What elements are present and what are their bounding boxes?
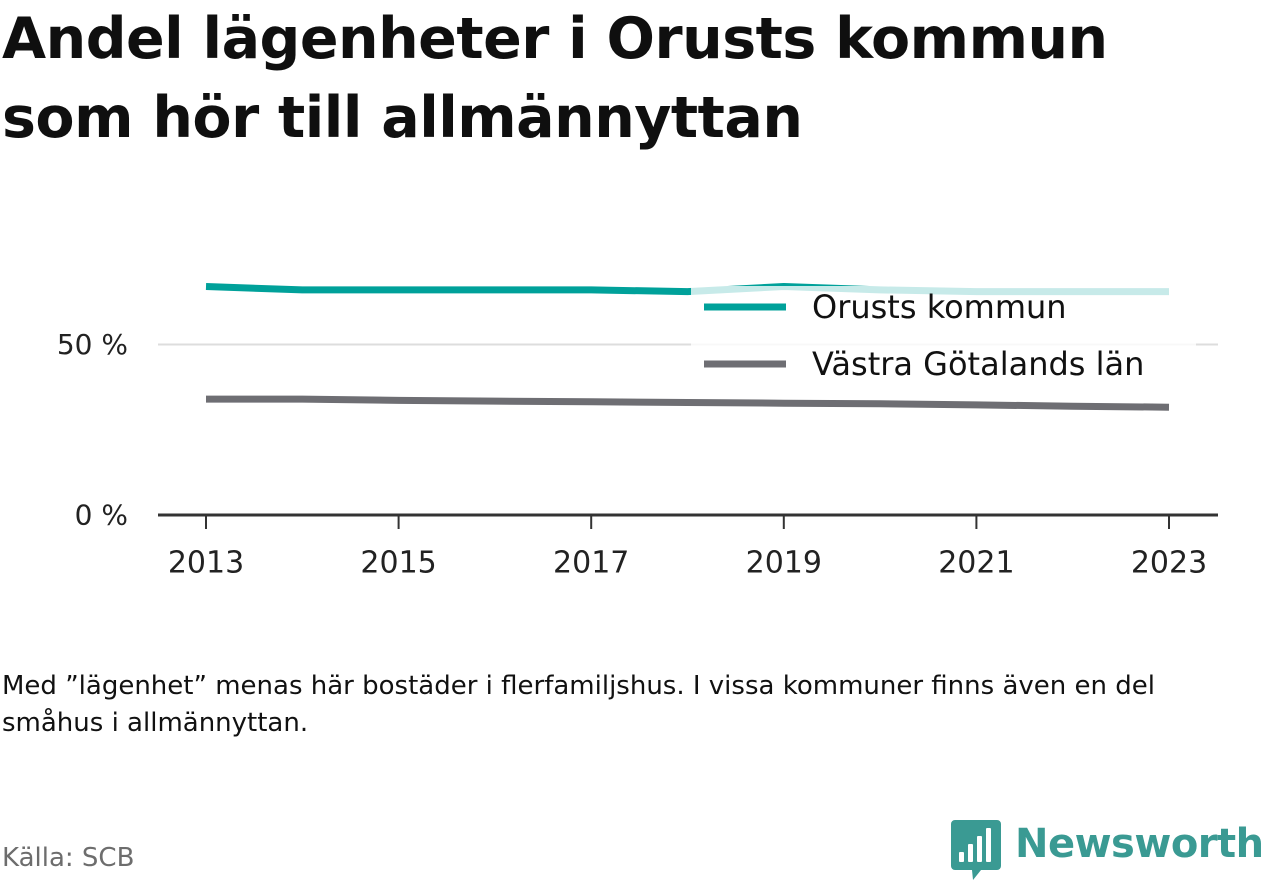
newsworthy-brand: Newsworthy <box>951 820 1262 880</box>
brand-name: Newsworthy <box>1015 821 1262 867</box>
newsworthy-logo-icon <box>951 820 1001 880</box>
x-tick-label: 2023 <box>1131 546 1207 581</box>
x-tick-label: 2019 <box>746 546 822 581</box>
axis-layer: 0 % 50 % 2013 2015 2017 2019 2021 2023 <box>57 328 1218 581</box>
source-credit: Källa: SCB <box>2 843 135 873</box>
x-tick-label: 2017 <box>553 546 629 581</box>
y-tick-label: 50 % <box>57 328 128 361</box>
legend-background <box>691 286 1196 398</box>
x-tick-label: 2021 <box>938 546 1014 581</box>
legend-label: Orusts kommun <box>812 288 1067 326</box>
chart-legend: Orusts kommun Västra Götalands län <box>691 286 1196 398</box>
chart-title: Andel lägenheter i Orusts kommun som hör… <box>2 6 1108 151</box>
series-layer <box>205 283 1170 411</box>
legend-label: Västra Götalands län <box>812 345 1144 383</box>
y-tick-label: 0 % <box>75 499 128 532</box>
x-tick-label: 2015 <box>360 546 436 581</box>
chart-note: Med ”lägenhet” menas här bostäder i fler… <box>2 671 1155 738</box>
series-line-vastra-gotaland <box>206 395 1170 411</box>
series-line-orust <box>205 283 1169 296</box>
x-tick-label: 2013 <box>168 546 244 581</box>
